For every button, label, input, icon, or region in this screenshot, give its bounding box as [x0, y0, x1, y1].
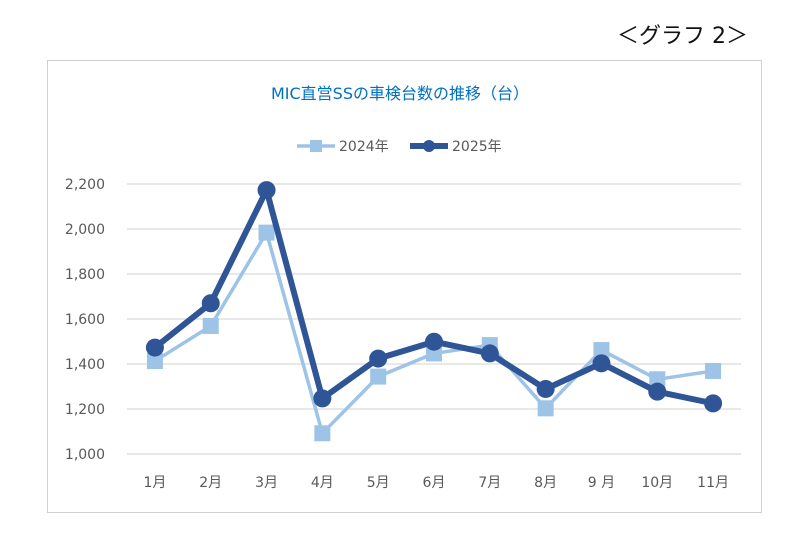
legend-marker-square [310, 140, 322, 152]
data-point-2024 [705, 362, 722, 379]
chart-title: MIC直営SSの車検台数の推移（台） [271, 84, 529, 103]
data-point-2025 [648, 382, 667, 401]
chart-frame [47, 60, 762, 513]
data-point-2024 [593, 342, 610, 359]
data-point-2025 [592, 354, 611, 373]
data-point-2024 [202, 317, 219, 334]
y-tick-label: 1,200 [65, 402, 105, 418]
x-tick-label: 4月 [311, 475, 334, 491]
series-line-2025年 [153, 187, 714, 407]
data-point-2024 [146, 353, 163, 370]
data-point-2024 [370, 368, 387, 385]
data-point-2025 [369, 349, 388, 368]
y-tick-label: 2,000 [65, 222, 105, 238]
figure-caption: ＜グラフ 2＞ [617, 24, 748, 49]
y-tick-label: 1,000 [65, 447, 105, 463]
data-point-2024 [258, 224, 275, 241]
data-point-2025 [145, 338, 164, 357]
y-tick-label: 1,400 [65, 357, 105, 373]
x-tick-label: 6月 [423, 475, 446, 491]
data-point-2025 [425, 332, 443, 351]
data-point-2025 [704, 394, 723, 413]
data-point-2025 [257, 181, 276, 200]
data-point-2025 [313, 389, 332, 408]
legend-label: 2025年 [452, 139, 502, 155]
y-tick-label: 1,600 [65, 312, 105, 328]
data-point-2025 [480, 344, 499, 363]
legend-marker-circle [423, 140, 435, 152]
x-tick-label: 8月 [534, 475, 557, 491]
x-tick-label: 1月 [143, 475, 166, 491]
x-tick-label: 5月 [367, 475, 390, 491]
y-tick-label: 1,800 [65, 267, 105, 283]
data-point-2025 [536, 379, 555, 398]
x-tick-label: 10月 [641, 475, 673, 491]
x-tick-label: 3月 [255, 475, 278, 491]
x-tick-label: 11月 [697, 475, 729, 491]
x-tick-label: 9 月 [588, 475, 615, 491]
data-point-2025 [201, 294, 220, 313]
data-point-2024 [649, 371, 666, 388]
x-tick-label: 7月 [478, 475, 501, 491]
data-point-2024 [314, 425, 331, 442]
data-point-2024 [537, 400, 554, 417]
y-tick-label: 2,200 [65, 177, 105, 193]
x-tick-label: 2月 [199, 475, 222, 491]
legend-label: 2024年 [339, 139, 389, 155]
